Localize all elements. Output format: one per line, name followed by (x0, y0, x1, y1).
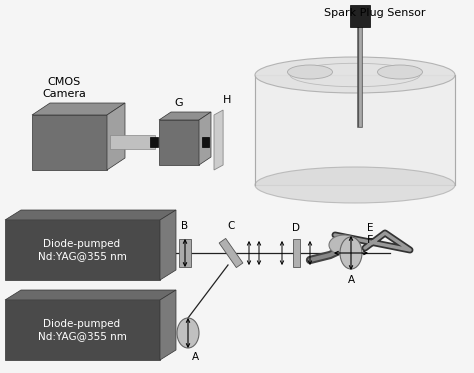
Polygon shape (199, 112, 211, 165)
Ellipse shape (255, 167, 455, 203)
Ellipse shape (255, 57, 455, 93)
Polygon shape (214, 110, 223, 170)
Polygon shape (5, 210, 176, 220)
Text: Diode-pumped
Nd:YAG@355 nm: Diode-pumped Nd:YAG@355 nm (37, 319, 127, 341)
Ellipse shape (340, 237, 362, 269)
Polygon shape (160, 290, 176, 360)
Text: CMOS
Camera: CMOS Camera (42, 78, 86, 99)
Polygon shape (5, 290, 176, 300)
Text: H: H (223, 95, 231, 105)
Ellipse shape (177, 318, 199, 348)
Text: A: A (192, 352, 199, 362)
Text: D: D (292, 223, 300, 233)
Text: A: A (347, 275, 355, 285)
Bar (150, 137, 158, 147)
Ellipse shape (377, 65, 422, 79)
Bar (110, 135, 155, 149)
Polygon shape (5, 220, 160, 280)
Polygon shape (159, 120, 199, 165)
Polygon shape (219, 238, 243, 267)
Polygon shape (32, 103, 125, 115)
Text: Diode-pumped
Nd:YAG@355 nm: Diode-pumped Nd:YAG@355 nm (37, 239, 127, 261)
Bar (350, 5, 370, 27)
Polygon shape (107, 103, 125, 170)
Polygon shape (32, 115, 107, 170)
Polygon shape (160, 210, 176, 280)
Text: B: B (182, 221, 189, 231)
Text: G: G (175, 98, 183, 108)
Text: Spark Plug Sensor: Spark Plug Sensor (324, 8, 426, 18)
Polygon shape (5, 300, 160, 360)
Bar (255, 75, 455, 185)
Bar (202, 137, 209, 147)
Ellipse shape (329, 235, 359, 255)
Text: C: C (228, 221, 235, 231)
Text: F: F (367, 235, 374, 245)
Bar (179, 239, 191, 267)
Bar (293, 239, 300, 267)
Polygon shape (159, 112, 211, 120)
Ellipse shape (288, 65, 332, 79)
Text: E: E (367, 223, 374, 233)
